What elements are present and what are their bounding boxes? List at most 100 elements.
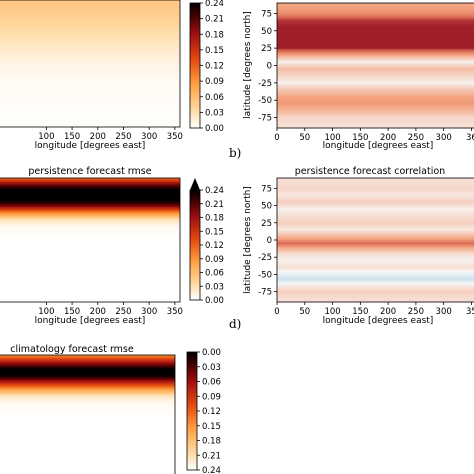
panel-b-band: [277, 73, 474, 76]
panel-e-band: [0, 471, 175, 474]
panel-a-x-ticks: 100 150 200 250 300 350: [38, 127, 183, 142]
panel-d-x-tick-label: 150: [352, 307, 368, 317]
panel-a-band: [0, 60, 180, 63]
panel-b-y-tick-label: -50: [258, 96, 272, 106]
panel-e-band: [0, 407, 175, 410]
panel-e-band: [0, 441, 175, 444]
panel-d-band: [277, 191, 474, 194]
panel-d-band: [277, 205, 474, 208]
panel-a: 100 150 200 250 300 350 longitude [degrees ea…: [0, 0, 224, 151]
panel-b-y-tick-label: 0: [267, 62, 272, 72]
panel-d-band: [277, 187, 474, 190]
panel-a-band: [0, 1, 180, 4]
panel-b-band: [277, 44, 474, 47]
panel-d-band: [277, 231, 474, 234]
panel-b-band: [277, 82, 474, 85]
panel-c-band: [0, 182, 180, 185]
panel-e-band: [0, 399, 175, 402]
panel-b-band: [277, 65, 474, 68]
panel-c-band: [0, 257, 180, 260]
panel-e-band: [0, 359, 175, 362]
panel-a-band: [0, 67, 180, 70]
panel-b-band: [277, 68, 474, 71]
panel-a-band: [0, 16, 180, 19]
panel-d-heatmap: [277, 178, 474, 303]
panel-c-band: [0, 251, 180, 253]
panel-b-x-tick-label: 250: [408, 133, 424, 143]
panel-a-band: [0, 71, 180, 74]
panel-a-band: [0, 2, 180, 5]
panel-d-band: [277, 220, 474, 223]
panel-b-band: [277, 37, 474, 40]
panel-a-colorbar-tick-label: 0.15: [205, 46, 224, 56]
panel-e-band: [0, 409, 175, 412]
panel-c-band: [0, 282, 180, 285]
panel-d-label: d): [229, 317, 241, 331]
panel-c-band: [0, 253, 180, 256]
panel-b-band: [277, 12, 474, 15]
panel-e-band: [0, 391, 175, 394]
panel-c-band: [0, 244, 180, 247]
panel-a-band: [0, 12, 180, 15]
panel-c-band: [0, 255, 180, 258]
panel-b-band: [277, 58, 474, 61]
panel-b-x-tick-label: 100: [324, 133, 340, 143]
panel-b-x-tick-label: 300: [436, 133, 452, 143]
panel-d-x-tick-label: 0: [274, 307, 279, 317]
panel-a-band: [0, 86, 180, 89]
panel-c-band: [0, 241, 180, 244]
panel-d-band: [277, 190, 474, 193]
panel-c-band: [0, 266, 180, 269]
panel-e-band: [0, 420, 175, 423]
panel-e-band: [0, 418, 175, 421]
panel-a-band: [0, 46, 180, 49]
panel-a-band: [0, 94, 180, 97]
panel-c-band: [0, 217, 180, 220]
panel-a-colorbar-tick-label: 0.00: [205, 124, 224, 134]
panel-b-band: [277, 51, 474, 54]
panel-b-y-tick-label: 75: [261, 9, 272, 19]
panel-b-band: [277, 53, 474, 55]
panel-b-band: [277, 116, 474, 119]
panel-e-band: [0, 439, 175, 442]
panel-c-heatmap: [0, 178, 180, 303]
panel-b-band: [277, 122, 474, 125]
panel-a-colorbar-tick-label: 0.06: [205, 93, 224, 103]
panel-d-band: [277, 299, 474, 302]
panel-a-band: [0, 119, 180, 122]
panel-a-band: [0, 124, 180, 127]
panel-c-band: [0, 245, 180, 248]
panel-e-band: [0, 413, 175, 416]
panel-a-band: [0, 28, 180, 31]
panel-d-band: [277, 223, 474, 226]
panel-c-band: [0, 189, 180, 191]
panel-c-band: [0, 186, 180, 189]
panel-c-band: [0, 187, 180, 190]
panel-e-band: [0, 455, 175, 457]
panel-d-band: [277, 202, 474, 205]
panel-a-band: [0, 57, 180, 60]
panel-d-band: [277, 244, 474, 247]
panel-a-band: [0, 31, 180, 34]
panel-d-band: [277, 238, 474, 241]
panel-c-band: [0, 201, 180, 204]
panel-c-band: [0, 204, 180, 207]
panel-d-band: [277, 234, 474, 237]
panel-c-band: [0, 260, 180, 263]
panel-c-band: [0, 216, 180, 219]
panel-d-x-tick-label: 300: [436, 307, 452, 317]
panel-d-xlabel: longitude [degrees east]: [323, 316, 434, 326]
panel-b-band: [277, 111, 474, 114]
panel-a-band: [0, 56, 180, 59]
panel-e-band: [0, 377, 175, 380]
panel-e-band: [0, 470, 175, 473]
panel-d-band: [277, 213, 474, 216]
panel-b-band: [277, 5, 474, 8]
panel-e-band: [0, 450, 175, 453]
panel-d-band: [277, 183, 474, 186]
panel-b-band: [277, 112, 474, 115]
panel-d-band: [277, 256, 474, 259]
panel-c-band: [0, 296, 180, 299]
panel-a-band: [0, 7, 180, 10]
panel-d-band: [277, 278, 474, 281]
